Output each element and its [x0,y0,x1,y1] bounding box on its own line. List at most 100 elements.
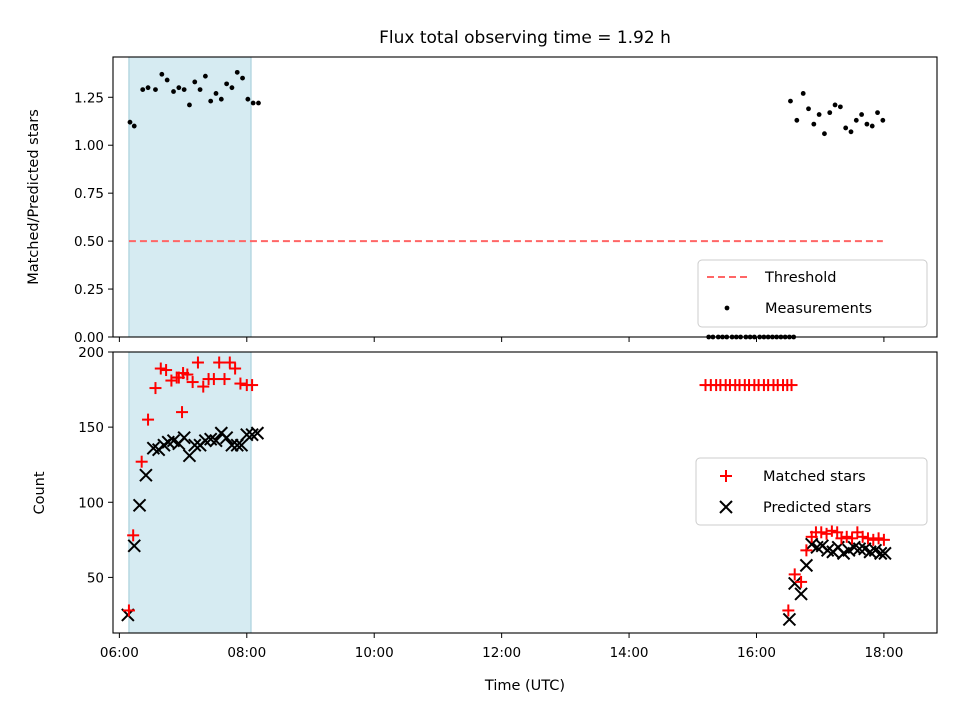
bottom-legend: Matched stars Predicted stars [695,457,928,526]
measurement-point [875,110,880,116]
matched-star-marker [831,526,844,539]
predicted-star-marker [240,427,254,442]
matched-star-marker [176,406,189,419]
predicted-star-marker [799,558,814,573]
matched-star-marker [229,362,242,375]
predicted-star-marker [127,539,141,553]
matched-star-marker [135,455,148,468]
bottom-y-tick-label: 200 [78,345,104,361]
predicted-star-marker [177,430,191,445]
predicted-star-marker [878,546,892,561]
panel-top: 0.00 0.25 0.50 0.75 1.00 1.25 Matched/Predict… [26,56,938,346]
measurement-point [159,71,165,77]
predicted-star-marker [234,438,249,452]
bottom-shaded-span [128,351,252,634]
x-tick-label: 14:00 [610,645,649,661]
x-tick-label: 18:00 [864,645,903,661]
measurement-point [208,98,214,104]
matched-star-marker [835,532,848,545]
bottom-y-tick-label: 150 [78,420,104,436]
measurement-point [837,104,843,110]
predicted-star-marker [225,438,239,452]
bottom-legend-box [695,457,928,526]
matched-stars-series [122,356,890,617]
panel-bottom-frame [112,351,938,634]
panel-bottom: 50 100 150 200 06:00 08:00 10:00 12:00 14:00 16:… [32,345,938,694]
matched-star-marker [207,373,220,386]
legend-predicted-label: Predicted stars [763,500,871,516]
matched-star-marker [223,356,236,369]
measurement-point [181,87,187,93]
bottom-x-ticks: 06:00 08:00 10:00 12:00 14:00 16:00 18:00 [100,633,903,661]
predicted-star-marker [230,438,244,452]
x-tick-label: 12:00 [482,645,521,661]
measurement-point [197,87,203,93]
predicted-star-marker [188,438,202,452]
measurement-point [153,87,158,93]
legend-measurements-label: Measurements [765,301,872,317]
predicted-star-marker [874,546,888,561]
measurements-series [127,69,886,340]
measurement-point [140,87,146,93]
matched-star-marker [795,575,808,588]
measurement-point [224,81,230,87]
measurement-point [864,121,870,127]
measurement-point [213,91,219,96]
top-legend: Threshold Measurements [697,259,928,328]
x-tick-label: 16:00 [737,645,776,661]
measurement-point [859,112,865,117]
predicted-star-marker [209,433,223,448]
matched-star-marker [867,533,880,546]
measurement-point [811,121,817,127]
measurement-point [816,112,822,117]
measurement-point [218,96,224,102]
measurement-point [848,129,854,135]
matched-star-marker [861,532,874,545]
matched-star-marker [186,376,199,389]
predicted-star-marker [182,448,197,463]
matched-star-marker [127,529,140,542]
measurement-point [145,85,151,91]
measurement-point [788,98,793,104]
matched-star-marker [172,371,185,384]
measurement-point [176,85,182,91]
top-y-tick-label: 1.25 [74,90,104,106]
matched-star-marker [149,382,162,395]
top-y-tick-label: 1.00 [74,138,104,154]
measurement-point [229,85,235,91]
predicted-star-marker [782,612,797,627]
legend-matched-label: Matched stars [763,469,866,485]
predicted-star-marker [250,426,265,440]
measurement-point [240,75,245,81]
measurement-point [800,91,806,96]
bottom-y-tick-label: 50 [87,570,104,586]
matched-star-marker [800,544,813,557]
predicted-star-marker [788,576,802,591]
measurement-point [245,96,251,102]
top-y-tick-label: 0.00 [74,330,104,346]
predicted-star-marker [139,468,153,482]
measurement-point [794,117,800,123]
measurement-point [806,106,811,112]
measurement-point [843,125,849,131]
matched-star-marker [785,379,798,392]
measurement-point [164,77,170,83]
predicted-star-marker [132,498,147,512]
measurement-point [131,123,137,129]
measurement-point [127,119,133,125]
measurement-point [250,100,256,106]
x-tick-label: 10:00 [355,645,394,661]
measurement-point [832,102,838,108]
predicted-star-marker [852,542,867,556]
measurement-point [192,79,198,85]
measurement-point [827,110,833,116]
measurement-point [869,123,875,129]
matched-star-marker [234,377,247,390]
matched-star-marker [191,356,204,369]
measurement-point [256,100,261,106]
matched-star-marker [840,530,853,543]
measurement-point [880,117,886,123]
predicted-stars-series [121,426,892,627]
top-y-axis-label: Matched/Predicted stars [26,109,42,285]
legend-predicted-swatch [719,500,733,514]
